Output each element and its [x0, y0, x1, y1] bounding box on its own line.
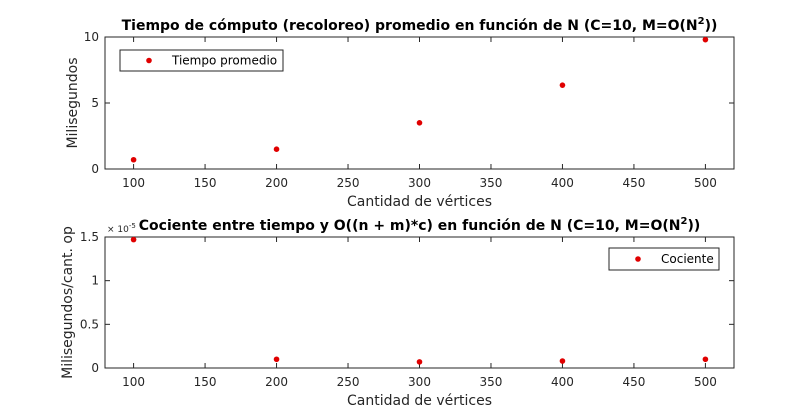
y-tick-label: 1: [91, 274, 99, 288]
chart-1: 100 150 200 250 300 350 400 450 500 0 5 10 Cantidad …: [65, 16, 735, 210]
x-tick-label: 400: [551, 176, 574, 190]
x-tick-label: 100: [122, 375, 145, 389]
data-point: [130, 156, 137, 163]
y-tick-label: 1.5: [80, 230, 99, 244]
x-tick-label: 350: [480, 375, 503, 389]
chart-title: Tiempo de cómputo (recoloreo) promedio e…: [122, 16, 718, 34]
y-exponent-power: -5: [129, 222, 136, 230]
chart-2: 100 150 200 250 300 350 400 450 500 0 0.5 1 1.5 × 10-…: [60, 216, 735, 409]
legend-box: [119, 49, 284, 72]
chart-title-main: Cociente entre tiempo y O((n + m)*c) en …: [139, 218, 681, 234]
x-axis-label: Cantidad de vértices: [347, 194, 492, 210]
data-point: [559, 82, 566, 88]
y-tick-label: 0: [91, 162, 99, 176]
x-tick-label: 250: [337, 375, 360, 389]
chart-title-sup: 2: [698, 16, 705, 27]
chart-title-end: )): [687, 218, 700, 234]
legend-entry: Cociente: [661, 252, 714, 266]
x-tick-label: 500: [694, 375, 717, 389]
y-tick-label: 0: [91, 361, 99, 375]
data-point: [273, 146, 280, 152]
x-tick-label: 200: [265, 176, 288, 190]
data-point: [416, 359, 423, 365]
x-tick-label: 500: [694, 176, 717, 190]
chart-title: Cociente entre tiempo y O((n + m)*c) en …: [139, 216, 700, 234]
data-point: [130, 236, 137, 243]
x-tick-label: 300: [408, 375, 431, 389]
chart-title-end: )): [705, 18, 718, 34]
data-point: [416, 120, 423, 126]
y-exponent-label: × 10-5: [107, 222, 136, 235]
y-tick-label: 5: [91, 96, 99, 110]
legend-marker: [146, 57, 152, 64]
x-tick-label: 450: [622, 176, 645, 190]
x-tick-label: 250: [337, 176, 360, 190]
x-tick-label: 300: [408, 176, 431, 190]
x-tick-label: 400: [551, 375, 574, 389]
x-tick-label: 150: [194, 176, 217, 190]
data-point: [702, 356, 709, 363]
chart-title-sup: 2: [680, 216, 687, 227]
legend: Tiempo promedio: [119, 49, 284, 72]
chart-title-main: Tiempo de cómputo (recoloreo) promedio e…: [122, 18, 698, 34]
y-tick-label: 0.5: [80, 317, 99, 331]
y-axis-label: Milisegundos: [65, 57, 81, 148]
x-tick-label: 100: [122, 176, 145, 190]
legend-marker: [635, 256, 641, 262]
legend-box: [608, 247, 720, 271]
legend: Cociente: [608, 247, 720, 271]
y-tick-label: 10: [84, 30, 99, 44]
x-tick-label: 150: [194, 375, 217, 389]
y-axis-label: Milisegundos/cant. op: [60, 226, 76, 379]
data-point: [702, 36, 709, 43]
legend-entry: Tiempo promedio: [171, 54, 277, 68]
data-point: [559, 358, 566, 364]
x-tick-label: 350: [480, 176, 503, 190]
data-point: [273, 356, 280, 363]
x-tick-label: 200: [265, 375, 288, 389]
x-tick-label: 450: [622, 375, 645, 389]
x-axis-label: Cantidad de vértices: [347, 393, 492, 409]
